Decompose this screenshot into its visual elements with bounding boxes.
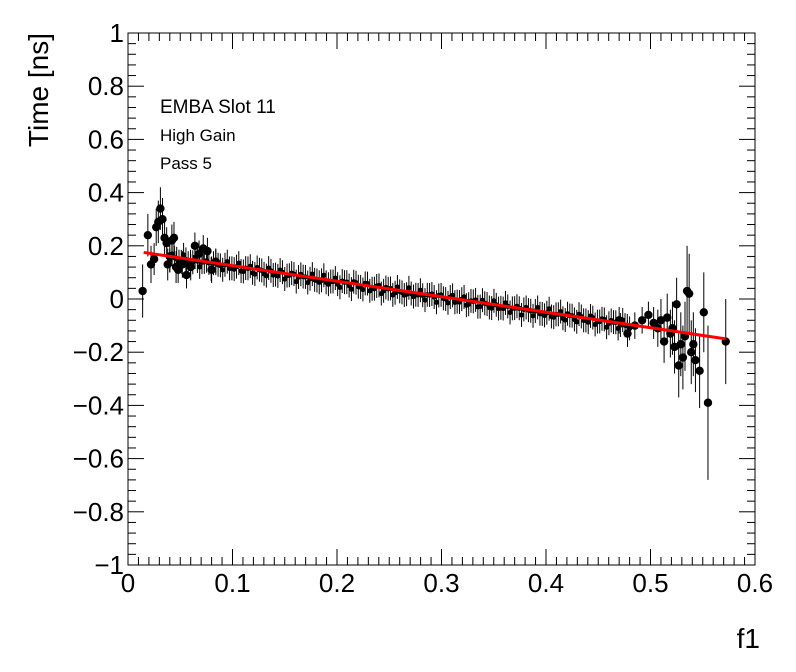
y-tick-label: 0.6 [88, 124, 124, 154]
data-point [507, 309, 513, 316]
data-point [687, 348, 696, 357]
data-point [672, 300, 681, 309]
data-point [417, 287, 423, 293]
y-axis-ticks [128, 32, 755, 566]
data-point [158, 215, 167, 224]
data-point [360, 286, 366, 293]
data-point [637, 316, 647, 325]
data-point [699, 308, 708, 317]
data-point [461, 294, 467, 300]
data-point [406, 285, 412, 291]
data-point [236, 260, 242, 266]
data-point [337, 284, 343, 290]
data-point [394, 284, 401, 290]
y-tick-label: −1 [94, 550, 124, 580]
data-point [186, 262, 195, 272]
data-point [676, 340, 686, 349]
x-axis-title: f1 [737, 623, 760, 654]
data-point [703, 398, 713, 407]
y-tick-label: −0.6 [73, 444, 124, 474]
x-tick-label: 0 [121, 568, 135, 598]
data-point [138, 286, 147, 296]
data-point [663, 313, 672, 322]
x-axis-ticks [127, 33, 756, 565]
data-point [604, 324, 610, 330]
data-point [659, 337, 669, 346]
y-axis-title: Time [ns] [23, 33, 54, 147]
data-point [220, 267, 226, 273]
data-point [689, 340, 698, 349]
fit-line [143, 250, 726, 341]
data-point [477, 303, 483, 310]
data-point [691, 355, 700, 365]
data-point [585, 319, 591, 325]
data-point [293, 278, 299, 285]
data-point [518, 312, 525, 318]
data-point [656, 316, 666, 325]
data-point [169, 233, 179, 243]
data-point [623, 329, 632, 338]
y-tick-label: 0.2 [88, 231, 124, 261]
data-point [321, 272, 327, 278]
data-point [197, 264, 203, 270]
data-point [149, 254, 159, 264]
annotation-line-1: EMBA Slot 11 [160, 97, 276, 118]
x-tick-label: 0.2 [319, 568, 355, 598]
annotation-line-3: Pass 5 [160, 154, 212, 173]
data-point [263, 273, 269, 279]
y-tick-label: 0 [110, 284, 124, 314]
x-tick-label: 0.5 [632, 568, 668, 598]
data-point [445, 300, 451, 306]
data-point [203, 246, 212, 256]
y-tick-label: 1 [110, 18, 124, 48]
data-point [156, 204, 165, 213]
x-tick-labels: 0 0.1 0.2 0.3 0.4 0.5 0.6 [121, 568, 773, 598]
data-point [305, 279, 311, 286]
data-point [252, 271, 258, 277]
data-point [546, 306, 552, 312]
x-tick-label: 0.3 [423, 568, 459, 598]
data-point [207, 265, 216, 274]
data-point [489, 305, 495, 311]
data-point [535, 304, 541, 311]
data-point [674, 361, 683, 370]
y-tick-label: 0.4 [88, 178, 124, 208]
data-point [574, 319, 580, 325]
data-point [422, 297, 428, 303]
y-tick-label: −0.4 [73, 390, 124, 420]
data-point [670, 342, 679, 352]
data-point [163, 260, 172, 269]
x-tick-label: 0.6 [737, 568, 773, 598]
y-tick-label: −0.2 [73, 337, 124, 367]
annotation-line-2: High Gain [160, 126, 236, 145]
y-tick-labels: −1 −0.8 −0.6 −0.4 −0.2 0 0.2 0.4 0.6 0.8 1 [73, 18, 124, 580]
data-point [644, 310, 653, 320]
x-tick-label: 0.1 [214, 568, 250, 598]
data-point [182, 270, 191, 280]
data-point [433, 299, 440, 305]
data-point [309, 271, 315, 277]
data-point [143, 230, 153, 240]
data-point [684, 289, 694, 298]
y-tick-label: −0.8 [73, 497, 124, 527]
data-point [530, 313, 536, 319]
data-point [224, 259, 230, 265]
data-point [695, 366, 704, 376]
data-point [190, 241, 200, 250]
data-point [178, 260, 187, 269]
data-point [348, 286, 355, 292]
y-tick-label: 0.8 [88, 71, 124, 101]
data-point [275, 273, 281, 279]
data-point [449, 292, 456, 298]
data-point [180, 252, 187, 258]
x-tick-label: 0.4 [528, 568, 564, 598]
data-point [491, 298, 497, 304]
data-point [562, 317, 568, 323]
data-point [678, 353, 688, 362]
